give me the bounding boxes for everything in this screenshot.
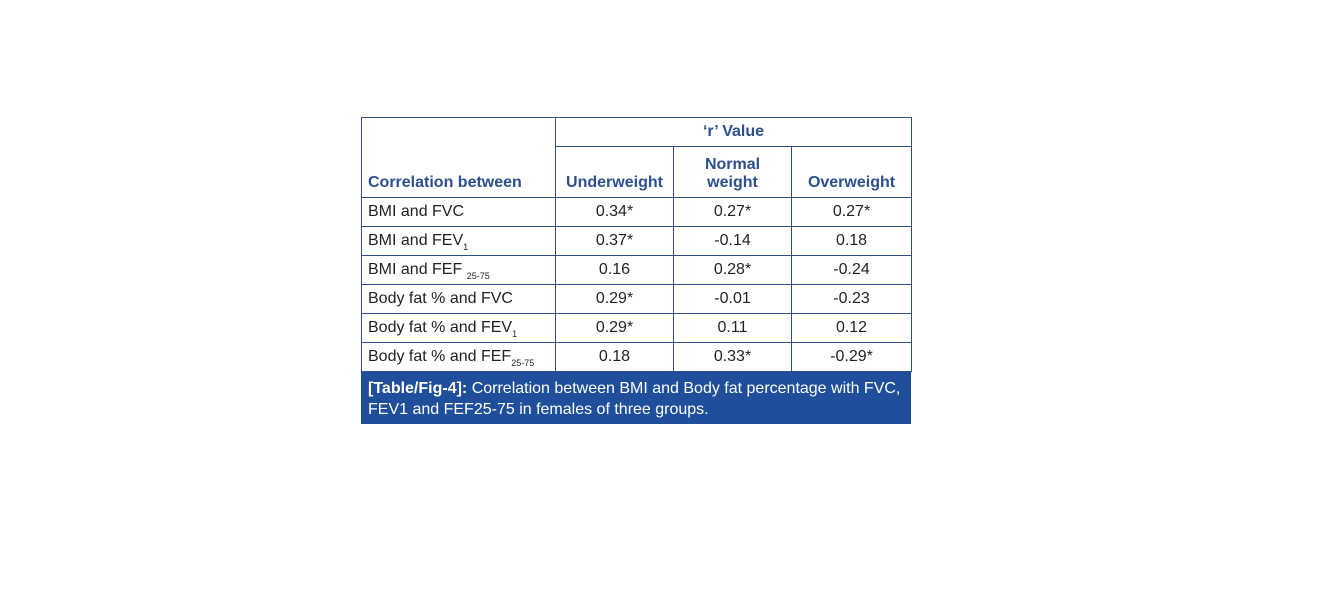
cell-underweight: 0.34* [555,197,674,227]
cell-overweight: 0.18 [790,226,913,256]
cell-underweight: 0.18 [555,342,674,372]
table-row: Body fat % and FEV1 0.29* 0.11 0.12 [361,313,913,343]
row-label: BMI and FEF 25-75 [361,255,556,285]
row-label: BMI and FVC [361,197,556,227]
cell-normal-weight: 0.28* [673,255,792,285]
cell-overweight: -0.23 [790,284,913,314]
row-label: Body fat % and FVC [361,284,556,314]
table-caption: [Table/Fig-4]: Correlation between BMI a… [361,372,911,424]
cell-normal-weight: 0.33* [673,342,792,372]
cell-overweight: -0.29* [790,342,913,372]
table-row: BMI and FVC 0.34* 0.27* 0.27* [361,197,913,227]
cell-normal-weight: 0.11 [673,313,792,343]
row-label: BMI and FEV1 [361,226,556,256]
cell-normal-weight: 0.27* [673,197,792,227]
caption-label: [Table/Fig-4]: [368,380,468,397]
table-row: BMI and FEF 25-75 0.16 0.28* -0.24 [361,255,913,285]
column-header-normal-weight-text: Normal weight [704,156,761,191]
cell-normal-weight: -0.01 [673,284,792,314]
cell-normal-weight: -0.14 [673,226,792,256]
table-row: Body fat % and FEF25-75 0.18 0.33* -0.29… [361,342,913,372]
cell-underweight: 0.29* [555,284,674,314]
table-row: BMI and FEV1 0.37* -0.14 0.18 [361,226,913,256]
group-header: ‘r’ Value [554,117,913,147]
row-label: Body fat % and FEV1 [361,313,556,343]
column-header-underweight: Underweight [555,146,674,198]
cell-overweight: 0.27* [790,197,913,227]
cell-underweight: 0.16 [555,255,674,285]
cell-underweight: 0.29* [555,313,674,343]
table-figure: Correlation between ‘r’ Value Underweigh… [361,117,913,424]
row-label: Body fat % and FEF25-75 [361,342,556,372]
table-row: Body fat % and FVC 0.29* -0.01 -0.23 [361,284,913,314]
caption-text: Correlation between BMI and Body fat per… [368,380,901,418]
column-header-overweight: Overweight [790,146,913,198]
cell-underweight: 0.37* [555,226,674,256]
column-header-normal-weight: Normal weight [673,146,792,198]
cell-overweight: -0.24 [790,255,913,285]
row-header: Correlation between [361,117,556,198]
cell-overweight: 0.12 [790,313,913,343]
correlation-table: Correlation between ‘r’ Value Underweigh… [361,117,913,372]
